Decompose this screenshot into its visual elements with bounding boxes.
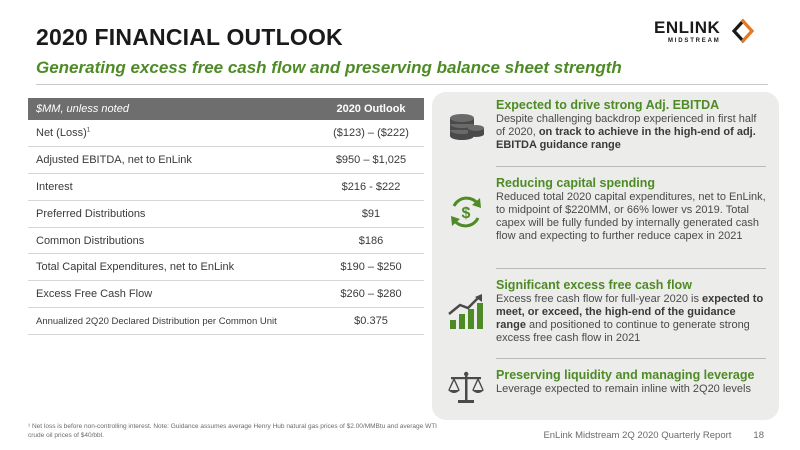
highlight-heading: Preserving liquidity and managing levera…	[496, 368, 755, 382]
row-value: $260 – $280	[318, 280, 424, 309]
highlight-text: Expected to drive strong Adj. EBITDA Des…	[496, 98, 767, 152]
table-row: Annualized 2Q20 Declared Distribution pe…	[28, 307, 424, 336]
page-number: 18	[753, 430, 764, 441]
dollar-cycle-icon: $	[451, 196, 481, 228]
row-label: Excess Free Cash Flow	[28, 280, 318, 309]
enlink-logo: ENLINK MIDSTREAM	[654, 16, 764, 52]
table-row: Net (Loss)1 ($123) – ($222)	[28, 120, 424, 147]
highlight-text: Reducing capital spending Reduced total …	[496, 176, 767, 243]
table-row: Common Distributions $186	[28, 227, 424, 255]
outlook-table: $MM, unless noted 2020 Outlook Net (Loss…	[28, 98, 424, 336]
highlight-body: Reduced total 2020 capital expenditures,…	[496, 191, 766, 242]
row-label: Total Capital Expenditures, net to EnLin…	[28, 253, 318, 282]
footnote: ¹ Net loss is before non-controlling int…	[28, 423, 437, 439]
row-value: $216 - $222	[318, 173, 424, 201]
row-value: $186	[318, 227, 424, 255]
row-value: ($123) – ($222)	[318, 120, 424, 147]
logo-subtext: MIDSTREAM	[668, 38, 721, 44]
table-row: Adjusted EBITDA, net to EnLink $950 – $1…	[28, 146, 424, 174]
page-subtitle: Generating excess free cash flow and pre…	[36, 58, 622, 77]
row-label: Adjusted EBITDA, net to EnLink	[28, 146, 318, 174]
highlight-divider	[496, 358, 766, 359]
row-label: Interest	[28, 173, 318, 201]
highlights-panel: Expected to drive strong Adj. EBITDA Des…	[432, 92, 779, 420]
table-header-label: $MM, unless noted	[28, 98, 318, 120]
highlight-divider	[496, 268, 766, 269]
row-label: Net (Loss)1	[28, 120, 318, 147]
report-name: EnLink Midstream 2Q 2020 Quarterly Repor…	[543, 430, 732, 441]
svg-text:$: $	[462, 205, 471, 222]
table-row: Excess Free Cash Flow $260 – $280	[28, 280, 424, 309]
row-label: Annualized 2Q20 Declared Distribution pe…	[28, 307, 318, 336]
table-row: Interest $216 - $222	[28, 173, 424, 201]
highlight-heading: Expected to drive strong Adj. EBITDA	[496, 98, 720, 112]
header-divider	[36, 84, 768, 85]
row-value: $91	[318, 200, 424, 228]
highlight-body: Excess free cash flow for full-year 2020…	[496, 293, 764, 344]
row-value: $0.375	[318, 307, 424, 336]
balance-scale-icon	[448, 371, 484, 403]
highlight-text: Preserving liquidity and managing levera…	[496, 368, 767, 396]
row-value: $950 – $1,025	[318, 146, 424, 174]
highlight-divider	[496, 166, 766, 167]
page-footer: EnLink Midstream 2Q 2020 Quarterly Repor…	[543, 430, 764, 441]
row-label: Preferred Distributions	[28, 200, 318, 228]
coins-icon	[450, 114, 484, 140]
row-label: Common Distributions	[28, 227, 318, 255]
table-row: Total Capital Expenditures, net to EnLin…	[28, 253, 424, 282]
highlight-text: Significant excess free cash flow Excess…	[496, 278, 767, 345]
table-header-value: 2020 Outlook	[318, 98, 424, 120]
highlight-heading: Significant excess free cash flow	[496, 278, 692, 292]
footnote-marker: 1	[86, 127, 91, 134]
page-title: 2020 FINANCIAL OUTLOOK	[36, 24, 343, 50]
table-row: Preferred Distributions $91	[28, 200, 424, 228]
growth-chart-icon	[448, 294, 483, 329]
row-value: $190 – $250	[318, 253, 424, 282]
logo-wordmark: ENLINK	[654, 18, 721, 37]
highlight-body: Leverage expected to remain inline with …	[496, 383, 751, 395]
highlight-body: Despite challenging backdrop experienced…	[496, 113, 757, 151]
table-header-row: $MM, unless noted 2020 Outlook	[28, 98, 424, 120]
logo-chevron-icon	[731, 18, 755, 44]
highlight-heading: Reducing capital spending	[496, 176, 656, 190]
